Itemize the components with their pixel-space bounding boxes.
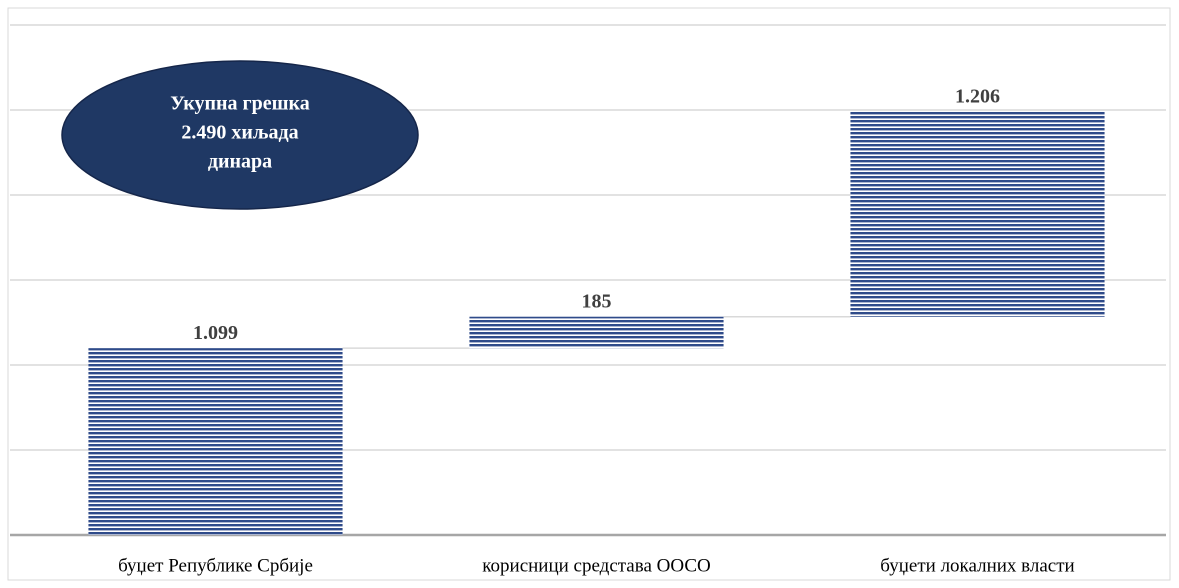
bar: [850, 111, 1105, 317]
x-tick-label: буџети локалних власти: [880, 555, 1074, 576]
x-tick-label: буџет Републике Србије: [118, 555, 313, 576]
annotation-line: Укупна грешка: [170, 93, 310, 115]
value-label: 1.099: [193, 322, 238, 344]
plot-area: 1.099 буџет Републике Србије 185 корисници …: [10, 24, 1166, 576]
bar: [88, 348, 343, 535]
annotation-line: 2.490 хиљада: [181, 122, 298, 144]
value-label: 185: [582, 290, 612, 312]
annotation-ellipse: [61, 60, 419, 210]
x-tick-label: корисници средстава ООСО: [482, 555, 710, 576]
bar: [469, 316, 724, 349]
annotation-line: динара: [208, 151, 272, 173]
value-label: 1.206: [955, 85, 1000, 107]
